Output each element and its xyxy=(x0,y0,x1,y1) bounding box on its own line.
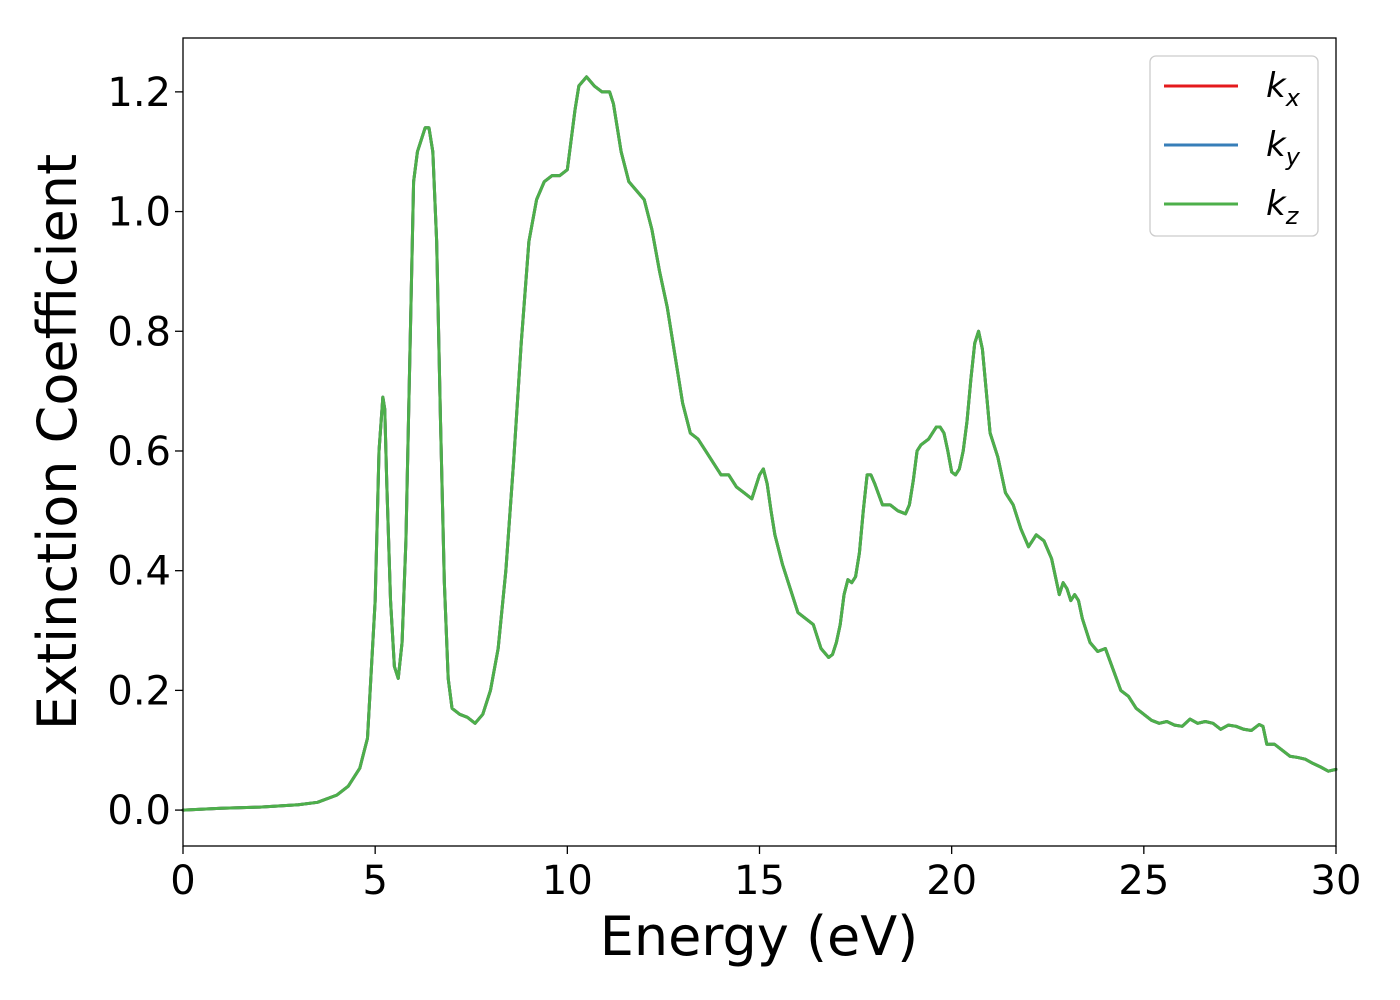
y-axis-label: Extinction Coefficient xyxy=(26,154,89,730)
legend-label-k-z: kz xyxy=(1266,184,1300,230)
series-layer xyxy=(181,75,1338,812)
x-tick-label: 15 xyxy=(734,858,785,904)
y-tick-label: 1.2 xyxy=(107,70,171,116)
x-tick-label: 30 xyxy=(1311,858,1362,904)
x-axis: 0 5 10 15 20 25 30 xyxy=(170,846,1361,904)
x-tick-label: 10 xyxy=(542,858,593,904)
y-tick-label: 0.0 xyxy=(107,788,171,834)
plot-background xyxy=(183,38,1336,846)
y-tick-label: 1.0 xyxy=(107,190,171,236)
x-tick-label: 25 xyxy=(1118,858,1169,904)
series-line-k-z xyxy=(181,75,1338,812)
x-tick-label: 20 xyxy=(926,858,977,904)
legend-label-k-x: kx xyxy=(1266,66,1301,112)
y-tick-label: 0.4 xyxy=(107,549,171,595)
legend: kx ky kz xyxy=(1149,55,1319,237)
legend-label-k-y: ky xyxy=(1266,125,1301,171)
y-axis: 0.0 0.2 0.4 0.6 0.8 1.0 1.2 xyxy=(107,70,183,834)
x-axis-label: Energy (eV) xyxy=(600,905,919,968)
y-tick-label: 0.8 xyxy=(107,309,171,355)
y-tick-label: 0.2 xyxy=(107,668,171,714)
x-tick-label: 0 xyxy=(170,858,195,904)
x-tick-label: 5 xyxy=(362,858,387,904)
y-tick-label: 0.6 xyxy=(107,429,171,475)
